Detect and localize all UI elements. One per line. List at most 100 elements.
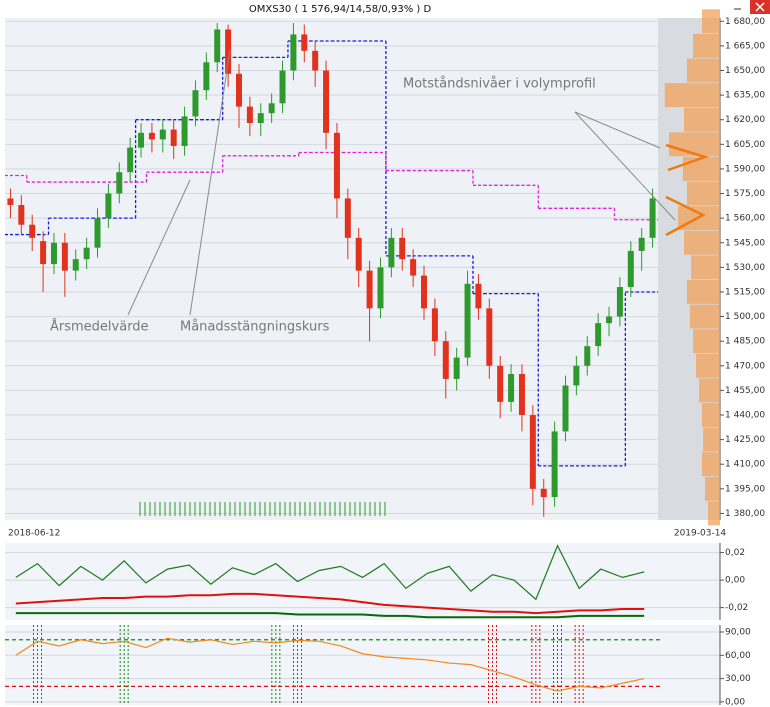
leader-line — [189, 49, 231, 316]
y-tick-label: 1 560,00 — [725, 214, 765, 224]
profile-bar — [708, 501, 720, 526]
candle-body — [214, 29, 221, 63]
candle-body — [366, 270, 373, 309]
candle-body — [323, 70, 330, 133]
y-tick-label: 1 455,00 — [725, 386, 765, 396]
candle-body — [540, 488, 547, 498]
leader-line — [127, 179, 191, 316]
candle-body — [399, 237, 406, 260]
candle-body — [72, 259, 79, 271]
candle-body — [442, 341, 449, 379]
y-tick-label: 1 485,00 — [725, 337, 765, 347]
minimize-button[interactable] — [730, 0, 746, 14]
candle-body — [159, 129, 166, 140]
candle-body — [497, 365, 504, 402]
profile-bar — [702, 452, 720, 477]
series-line — [15, 637, 645, 692]
y-tick-label: 0,00 — [725, 697, 745, 707]
candle-body — [616, 287, 623, 317]
panel-2-area — [5, 543, 720, 620]
candle-body — [627, 250, 634, 288]
profile-bar — [664, 83, 720, 108]
leader-line — [574, 111, 676, 221]
candle-body — [61, 242, 68, 271]
profile-bar — [690, 304, 720, 329]
candle-body — [50, 242, 57, 265]
y-tick-label: 60,00 — [725, 651, 751, 661]
candle-body — [40, 241, 47, 265]
candle-body — [279, 70, 286, 104]
annotation: Årsmedelvärde — [50, 319, 149, 335]
y-tick-label: -0,02 — [725, 603, 748, 613]
profile-bar — [702, 403, 720, 427]
profile-bar — [684, 230, 720, 255]
y-tick-label: 1 545,00 — [725, 238, 765, 248]
candle-body — [83, 247, 90, 260]
candle-body — [138, 132, 145, 148]
candle-body — [562, 385, 569, 432]
profile-bar — [703, 427, 720, 452]
annotation: Motståndsnivåer i volymprofil — [403, 77, 596, 92]
candle-body — [595, 323, 602, 347]
candle-body — [18, 205, 25, 225]
y-tick-label: 1 590,00 — [725, 164, 765, 174]
profile-bar — [687, 58, 720, 83]
candle-body — [606, 316, 613, 324]
series-line — [15, 592, 645, 615]
annotation-group: Motståndsnivåer i volymprofil Årsmedelvä… — [50, 49, 709, 335]
candle-body — [268, 103, 275, 114]
candle-body — [312, 50, 319, 71]
y-tick-label: 90,00 — [725, 627, 751, 637]
candle-body — [388, 237, 395, 268]
series-line — [15, 612, 645, 619]
profile-bar — [699, 378, 720, 403]
y-tick-label: 0,02 — [725, 548, 745, 558]
profile-bar — [705, 476, 720, 501]
profile-bar — [693, 33, 720, 58]
candle-body — [377, 267, 384, 309]
candle-body — [290, 34, 297, 71]
candle-body — [148, 132, 155, 140]
profile-bar — [693, 329, 720, 354]
candle-body — [170, 129, 177, 146]
series-line — [15, 544, 645, 601]
y-tick-label: 1 635,00 — [725, 91, 765, 101]
candle-body — [421, 275, 428, 309]
candle-body — [333, 132, 340, 199]
plot-area — [5, 18, 658, 520]
profile-bar — [696, 353, 720, 378]
resistance-marker — [665, 143, 709, 172]
candle-body — [410, 259, 417, 276]
y-tick-label: 30,00 — [725, 674, 751, 684]
y-tick-label: 1 680,00 — [725, 17, 765, 27]
candle-body — [584, 346, 591, 366]
y-tick-label: 1 575,00 — [725, 189, 765, 199]
candle-body — [464, 283, 471, 358]
candle-body — [475, 283, 482, 309]
y-tick-label: 1 440,00 — [725, 411, 765, 421]
resistance-marker — [665, 195, 706, 237]
close-icon — [755, 2, 765, 12]
y-tick-label: 1 605,00 — [725, 140, 765, 150]
y-tick-label: 0,00 — [725, 576, 745, 586]
candle-body — [94, 218, 101, 248]
profile-bar — [687, 280, 720, 304]
annotation: Månadsstängningskurs — [180, 320, 330, 335]
profile-bar — [682, 156, 720, 181]
candle-body — [7, 198, 14, 206]
candle-body — [551, 431, 558, 498]
candle-body — [638, 237, 645, 251]
y-tick-label: 1 620,00 — [725, 115, 765, 125]
candle-body — [301, 34, 308, 51]
leader-line — [574, 111, 661, 149]
profile-bar — [702, 9, 720, 34]
profile-bar — [684, 107, 720, 132]
y-tick-label: 1 500,00 — [725, 312, 765, 322]
candle-body — [105, 193, 112, 219]
candle-body — [486, 308, 493, 366]
y-tick-label: 1 425,00 — [725, 435, 765, 445]
candle-body — [529, 415, 536, 489]
candle-body — [257, 113, 264, 123]
chart-title: OMXS30 ( 1 576,94/14,58/0,93% ) D — [249, 4, 432, 15]
